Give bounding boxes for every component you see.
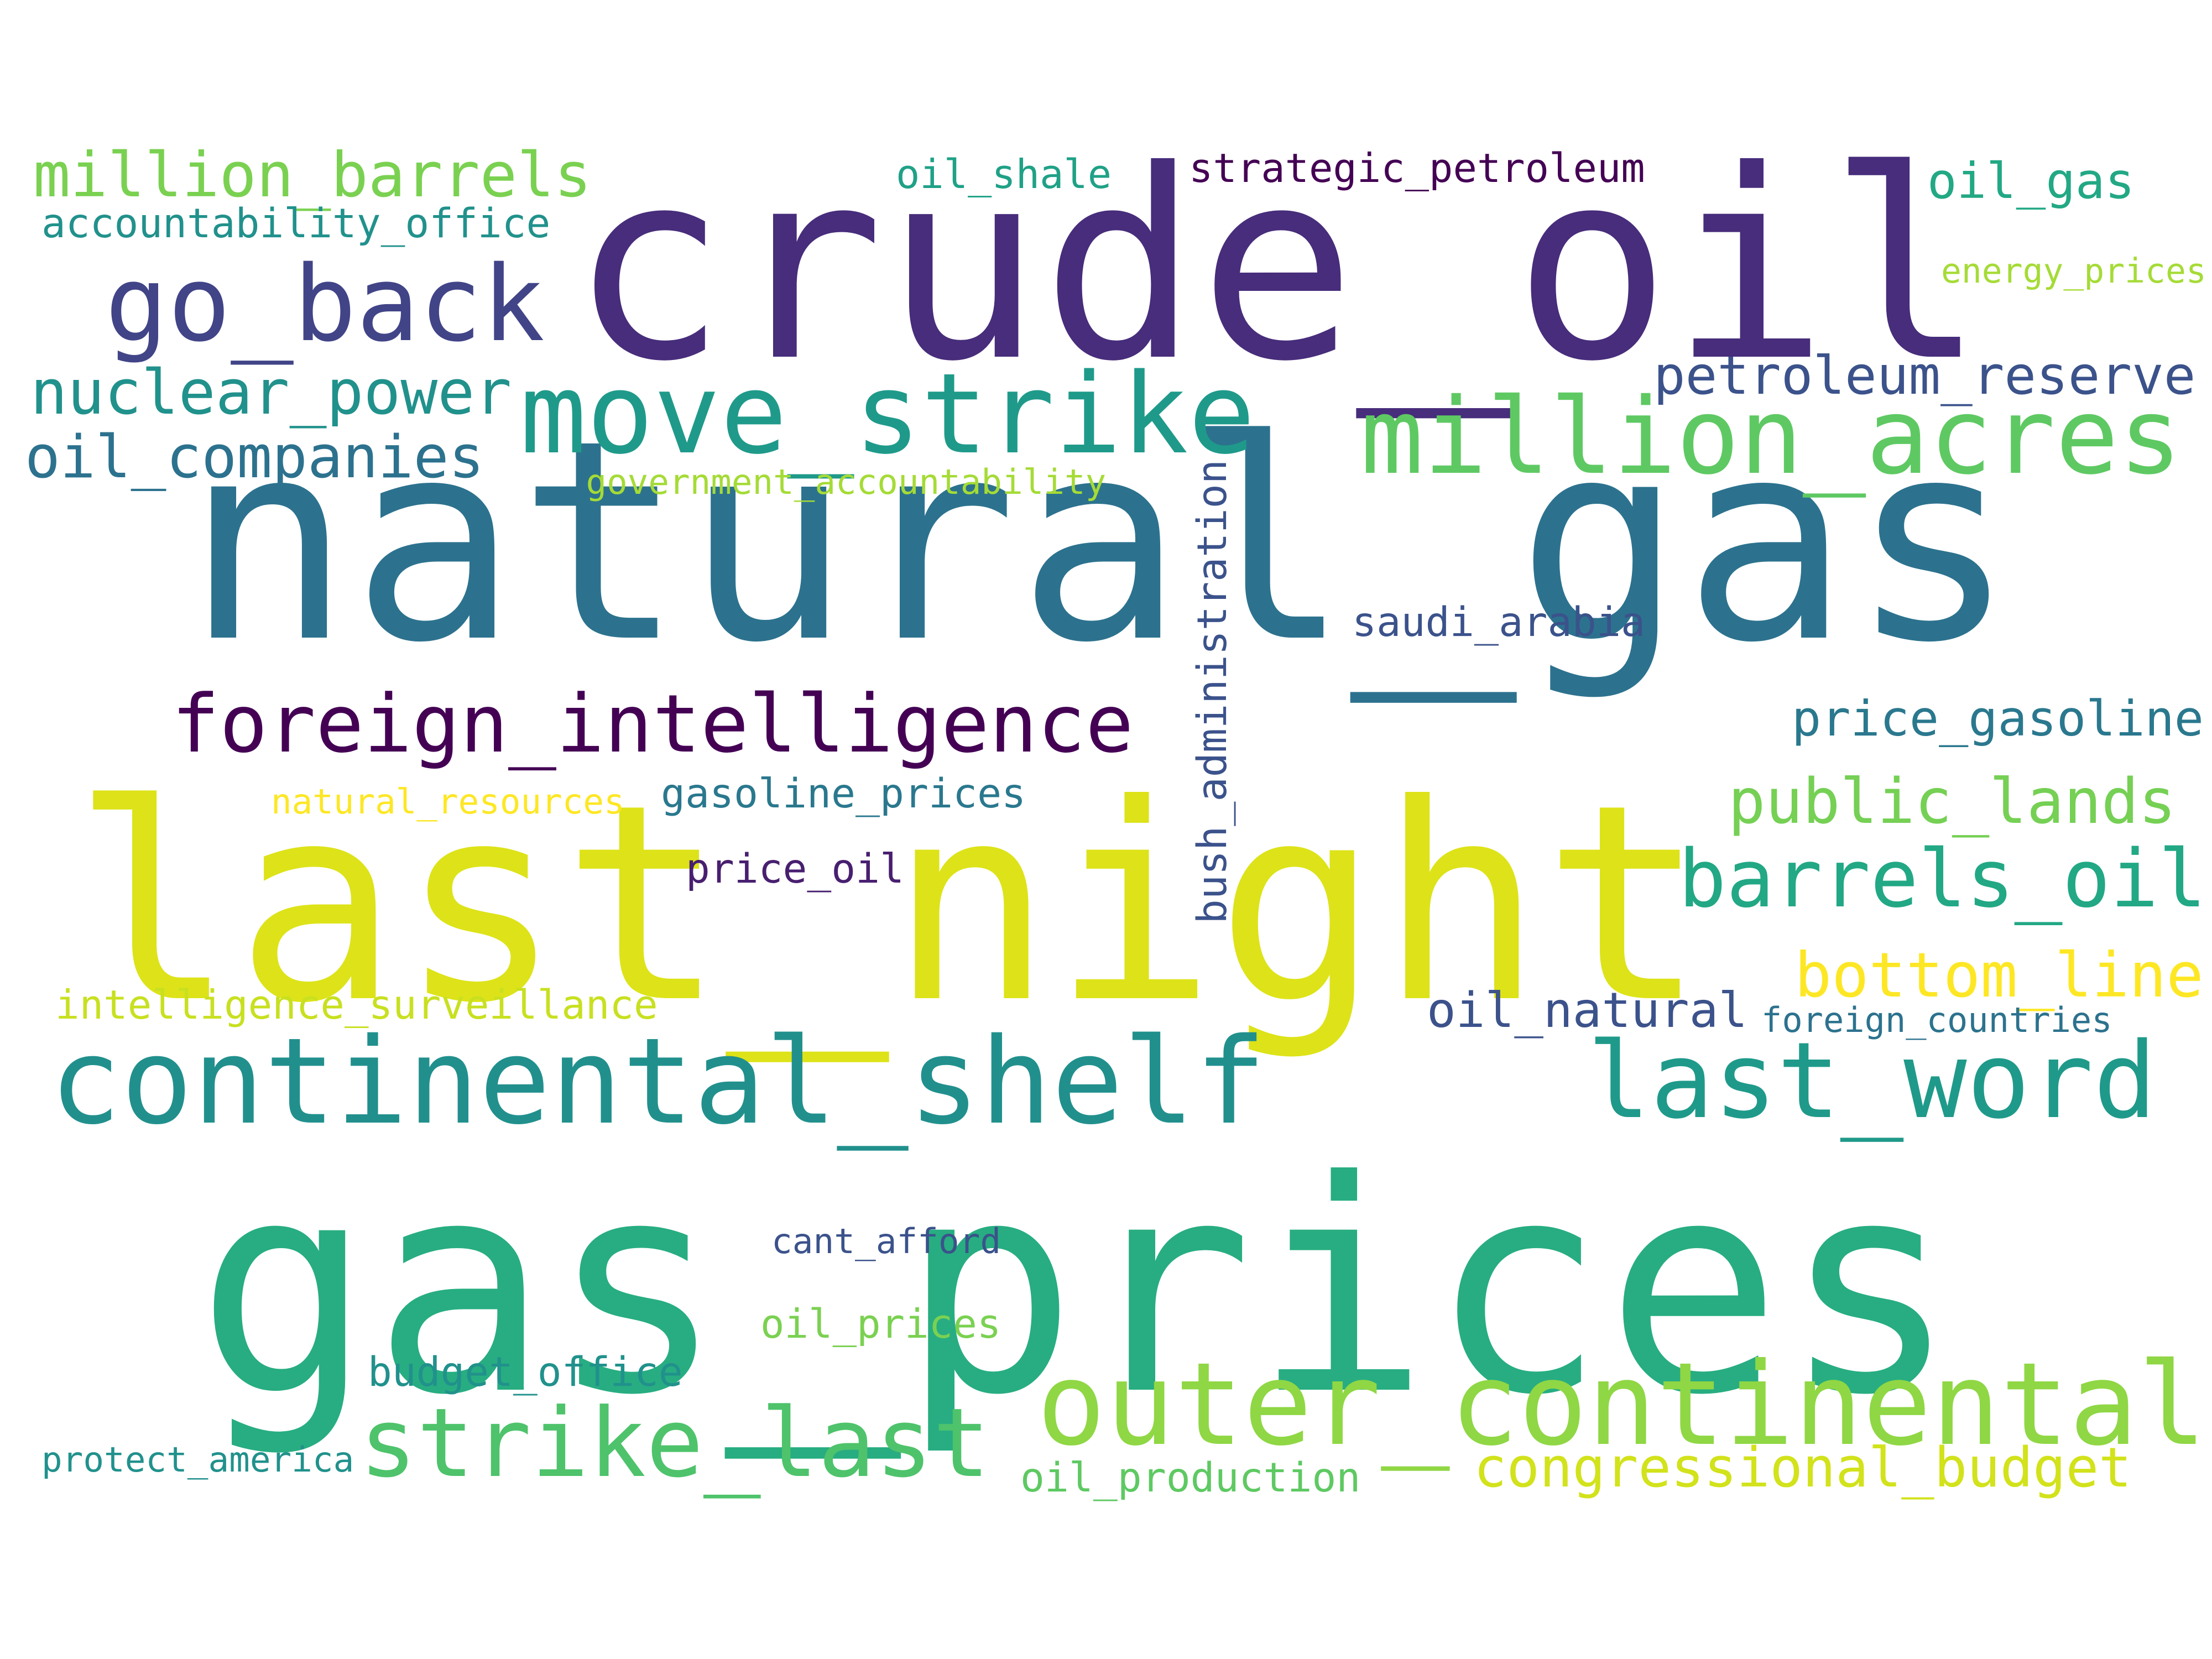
word: bottom_line [1794,940,2204,1011]
word: natural_resources [271,781,625,822]
word: energy_prices [1941,251,2206,291]
word: intelligence_surveillance [55,982,658,1029]
word: price_gasoline [1792,690,2204,747]
word: oil_gas [1927,152,2135,210]
word: protect_america [41,1439,354,1480]
word: oil_natural [1427,982,1748,1039]
word: petroleum_reserve [1653,345,2196,406]
word: cant_afford [771,1220,1001,1261]
word: foreign_intelligence [171,677,1134,771]
word: move_strike [520,349,1255,479]
word: strike_last [359,1387,990,1499]
word: congressional_budget [1474,1436,2132,1500]
word: accountability_office [41,200,551,247]
word: crude_oil [570,114,1986,419]
word: gas_prices [196,1118,1958,1459]
word: price_oil [686,846,904,893]
word: strategic_petroleum [1189,145,1645,192]
word: saudi_arabia [1352,598,1646,646]
word: million_acres [1360,375,2182,498]
word: government_accountability [586,462,1107,502]
word: oil_prices [760,1301,1001,1348]
word: million_barrels [33,139,592,211]
word: oil_companies [25,423,484,492]
word: nuclear_power [30,357,512,429]
word: outer_continental [1037,1337,2207,1471]
word: oil_shale [896,151,1112,197]
word: last_night [72,745,1707,1062]
word: last_word [1587,1020,2157,1142]
word: oil_production [1020,1454,1361,1501]
word: bush_administration [1188,459,1236,924]
word: foreign_countries [1761,1000,2112,1040]
word: public_lands [1728,766,2176,838]
word: gasoline_prices [661,770,1026,817]
word: continental_shelf [49,1011,1267,1151]
word: go_back [105,243,545,365]
word: barrels_oil [1678,833,2206,926]
word: budget_office [368,1349,683,1396]
word: natural_gas [185,381,2016,703]
